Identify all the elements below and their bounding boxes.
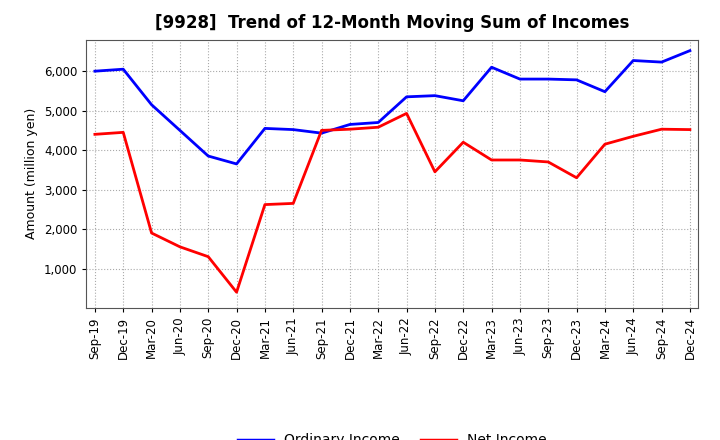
Net Income [685, 127, 694, 132]
Net Income [544, 159, 552, 165]
Net Income [487, 158, 496, 163]
Ordinary Income [657, 59, 666, 65]
Ordinary Income [318, 131, 326, 136]
Ordinary Income [91, 69, 99, 74]
Net Income [516, 158, 524, 163]
Net Income [346, 127, 354, 132]
Ordinary Income [148, 102, 156, 107]
Net Income [91, 132, 99, 137]
Ordinary Income [600, 89, 609, 94]
Title: [9928]  Trend of 12-Month Moving Sum of Incomes: [9928] Trend of 12-Month Moving Sum of I… [156, 15, 629, 33]
Legend: Ordinary Income, Net Income: Ordinary Income, Net Income [233, 428, 552, 440]
Net Income [459, 139, 467, 145]
Net Income [431, 169, 439, 175]
Net Income [289, 201, 297, 206]
Ordinary Income [516, 77, 524, 82]
Net Income [119, 130, 127, 135]
Ordinary Income [431, 93, 439, 98]
Ordinary Income [204, 154, 212, 159]
Ordinary Income [402, 94, 411, 99]
Net Income [233, 290, 241, 295]
Ordinary Income [629, 58, 637, 63]
Ordinary Income [119, 66, 127, 72]
Net Income [572, 175, 581, 180]
Net Income [148, 231, 156, 236]
Ordinary Income [261, 126, 269, 131]
Ordinary Income [176, 128, 184, 133]
Line: Ordinary Income: Ordinary Income [95, 51, 690, 164]
Ordinary Income [459, 98, 467, 103]
Ordinary Income [233, 161, 241, 167]
Net Income [402, 111, 411, 116]
Ordinary Income [487, 65, 496, 70]
Net Income [176, 244, 184, 249]
Line: Net Income: Net Income [95, 114, 690, 292]
Net Income [629, 134, 637, 139]
Net Income [261, 202, 269, 207]
Ordinary Income [685, 48, 694, 53]
Ordinary Income [346, 122, 354, 127]
Ordinary Income [572, 77, 581, 83]
Ordinary Income [374, 120, 382, 125]
Net Income [204, 254, 212, 259]
Net Income [374, 125, 382, 130]
Net Income [318, 128, 326, 133]
Net Income [657, 127, 666, 132]
Net Income [600, 142, 609, 147]
Y-axis label: Amount (million yen): Amount (million yen) [25, 108, 38, 239]
Ordinary Income [289, 127, 297, 132]
Ordinary Income [544, 77, 552, 82]
